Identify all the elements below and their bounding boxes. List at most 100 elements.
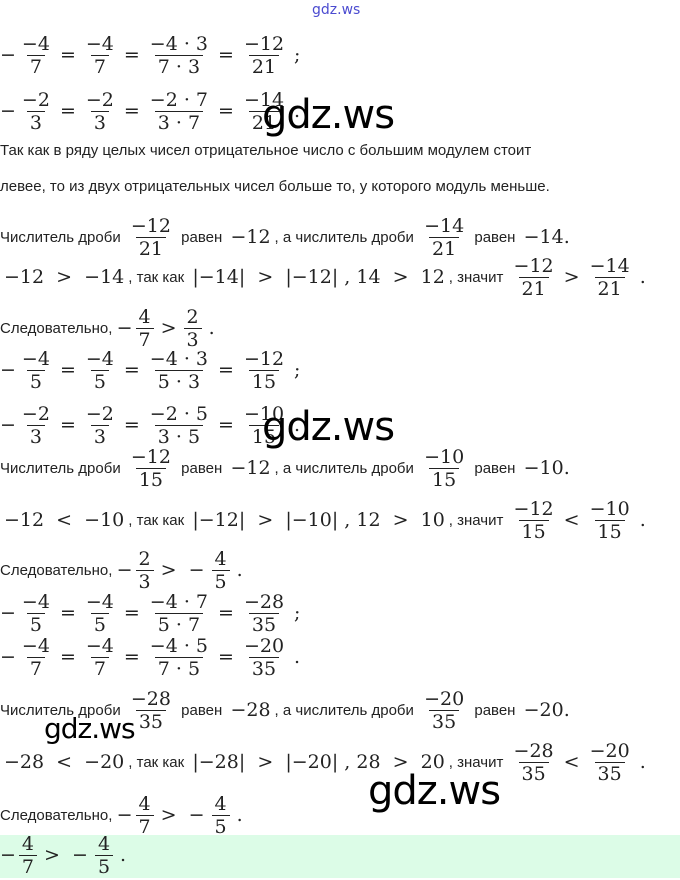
numerator: −12: [513, 254, 554, 277]
fraction: −12 15: [511, 498, 557, 543]
fraction: −14 21: [241, 89, 287, 134]
numerator: −10: [243, 402, 285, 425]
numerator: 2: [186, 305, 199, 328]
fraction: −4 7: [83, 635, 117, 680]
text: Следовательно,: [0, 561, 117, 579]
numerator: −4: [85, 634, 114, 657]
math-expression: .: [120, 844, 127, 866]
denominator: 5: [90, 369, 109, 393]
numerator: −4: [85, 590, 114, 613]
fraction: −12 15: [128, 446, 174, 491]
denominator: 15: [594, 519, 625, 543]
math-expression: =: [59, 646, 76, 668]
numerator: 4: [138, 305, 151, 328]
numerator: −4 · 7: [149, 590, 209, 613]
denominator: 3 · 5: [154, 424, 204, 448]
solution-line: Числитель дроби −12 15 равен −12, а числи…: [0, 443, 574, 493]
fraction: −4 5: [19, 591, 53, 636]
fraction: −4 5: [19, 348, 53, 393]
denominator: 35: [248, 656, 280, 680]
denominator: 3: [183, 327, 202, 351]
denominator: 7: [26, 656, 45, 680]
math-expression: .: [639, 509, 646, 531]
text: равен: [470, 228, 520, 246]
denominator: 5 · 3: [154, 369, 204, 393]
denominator: 7: [26, 54, 45, 78]
watermark-top: gdz.ws: [312, 2, 361, 18]
denominator: 3: [26, 110, 45, 134]
numerator: −4 · 3: [149, 347, 209, 370]
math-expression: .: [294, 100, 301, 122]
fraction: −10 15: [241, 403, 287, 448]
minus-sign: −: [116, 317, 133, 339]
math-expression: =: [123, 602, 140, 624]
math-expression: .: [236, 559, 243, 581]
denominator: 5: [26, 612, 45, 636]
numerator: −4: [85, 32, 114, 55]
solution-line: Следовательно, −2 3 > − 4 5.: [0, 545, 247, 595]
numerator: −2: [85, 402, 114, 425]
numerator: −20: [424, 687, 465, 710]
denominator: 15: [248, 369, 280, 393]
text: , так как: [128, 753, 189, 771]
denominator: 21: [594, 276, 625, 300]
numerator: −10: [424, 445, 465, 468]
denominator: 7: [135, 327, 154, 351]
text: , так как: [128, 268, 189, 286]
text: , значит: [448, 511, 508, 529]
math-expression: ;: [294, 44, 301, 66]
denominator: 21: [518, 276, 549, 300]
denominator: 15: [429, 467, 460, 491]
numerator: −2: [85, 88, 114, 111]
denominator: 35: [248, 612, 280, 636]
math-expression: =: [123, 359, 140, 381]
fraction: −4 7: [19, 635, 53, 680]
math-expression: |−28| > |−20| , 28 > 20: [192, 751, 445, 773]
denominator: 35: [594, 761, 625, 785]
denominator: 3: [135, 569, 154, 593]
math-expression: .: [639, 266, 646, 288]
minus-sign: −: [116, 804, 133, 826]
denominator: 21: [248, 54, 280, 78]
denominator: 15: [518, 519, 549, 543]
fraction: −28 35: [241, 591, 287, 636]
numerator: −28: [130, 687, 171, 710]
text: левее, то из двух отрицательных чисел бо…: [0, 177, 550, 195]
denominator: 35: [135, 709, 167, 733]
fraction: −2 3: [83, 403, 117, 448]
solution-line: −12 < −10, так как |−12| > |−10| , 12 > …: [0, 495, 650, 545]
numerator: −4 · 5: [149, 634, 209, 657]
text: равен: [176, 701, 227, 719]
math-expression: > −: [160, 559, 205, 581]
math-expression: =: [59, 44, 76, 66]
numerator: −4: [21, 590, 50, 613]
minus-sign: −: [0, 100, 16, 122]
denominator: 35: [429, 709, 460, 733]
fraction: −14 21: [421, 215, 467, 260]
denominator: 21: [248, 110, 280, 134]
numerator: 4: [214, 547, 227, 570]
text: , а числитель дроби: [274, 459, 419, 477]
math-expression: |−14| > |−12| , 14 > 12: [192, 266, 445, 288]
text: Следовательно,: [0, 319, 117, 337]
fraction: −4 5: [83, 348, 117, 393]
math-expression: =: [123, 646, 140, 668]
solution-line: Следовательно, −4 7 > −4 5.: [0, 790, 247, 840]
denominator: 21: [429, 236, 460, 260]
fraction: −2 3: [19, 89, 53, 134]
denominator: 5 · 7: [154, 612, 204, 636]
numerator: −2 · 5: [149, 402, 209, 425]
math-expression: > −: [160, 804, 205, 826]
denominator: 5: [211, 814, 230, 838]
solution-line: Числитель дроби −12 21 равен −12, а числи…: [0, 212, 574, 262]
fraction: −28 35: [511, 740, 557, 785]
denominator: 21: [135, 236, 167, 260]
